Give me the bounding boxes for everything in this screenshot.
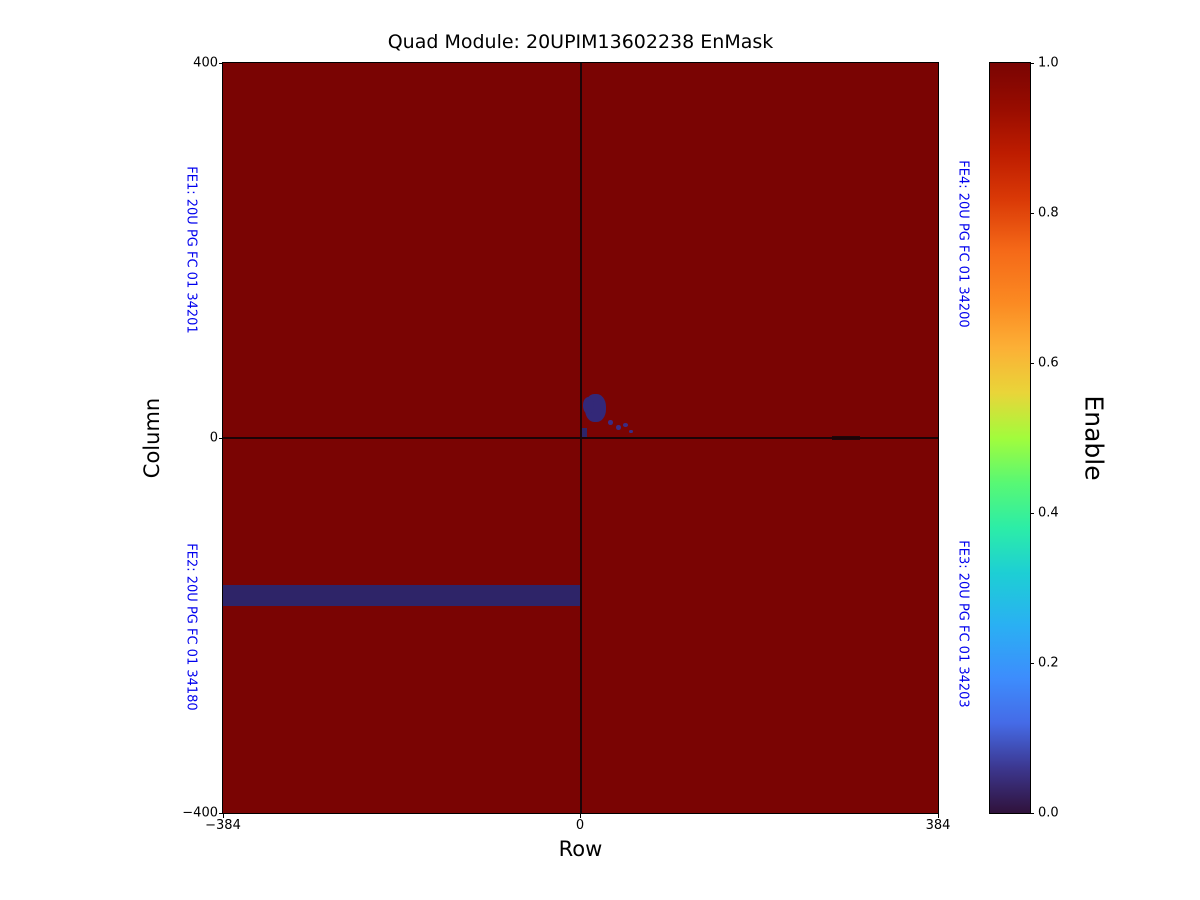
x-tick-mark [580, 814, 581, 818]
fe4-disabled-blob-lobe [583, 396, 595, 414]
plot-area [222, 62, 939, 814]
fe4-disabled-blob-main [585, 393, 606, 423]
x-tick-label: −384 [205, 818, 241, 833]
fe4-speckle [628, 429, 633, 434]
colorbar-tick-label: 0.0 [1038, 805, 1059, 821]
fe4-speckle [623, 423, 628, 427]
x-tick-label: 0 [575, 818, 585, 833]
fe4-label: FE4: 20U PG FC 01 34200 [955, 160, 971, 328]
fe4-speckle [608, 420, 614, 425]
y-tick-mark [219, 438, 223, 439]
colorbar-tick-mark [1030, 513, 1034, 514]
colorbar-tick-mark [1030, 213, 1034, 214]
colorbar-tick-label: 0.6 [1038, 355, 1059, 371]
y-tick-mark [219, 813, 223, 814]
x-tick-mark [223, 814, 224, 818]
colorbar-gradient [989, 62, 1031, 814]
colorbar-tick-mark [1030, 813, 1034, 814]
colorbar-tick-mark [1030, 63, 1034, 64]
origin-corner-block [580, 427, 588, 438]
colorbar-tick-label: 1.0 [1038, 55, 1059, 71]
y-tick-mark [219, 63, 223, 64]
fe4-speckle [615, 424, 621, 430]
x-tick-label: 384 [925, 818, 951, 833]
y-tick-label: 0 [209, 430, 218, 446]
colorbar-tick-label: 0.8 [1038, 205, 1059, 221]
fe2-disabled-row-band [223, 585, 581, 606]
x-axis-label: Row [558, 837, 603, 861]
colorbar-tick-label: 0.2 [1038, 655, 1059, 671]
y-tick-label: 400 [193, 55, 218, 71]
fe2-label: FE2: 20U PG FC 01 34180 [183, 543, 199, 711]
x-tick-mark [938, 814, 939, 818]
gap-dark-segment [831, 436, 860, 440]
colorbar-tick-mark [1030, 663, 1034, 664]
chip-gap-line [223, 437, 938, 439]
chip-gap-line [579, 63, 582, 813]
fe1-label: FE1: 20U PG FC 01 34201 [183, 166, 199, 334]
fe3-label: FE3: 20U PG FC 01 34203 [955, 540, 971, 708]
y-tick-label: −400 [182, 805, 218, 821]
chart-title: Quad Module: 20UPIM13602238 EnMask [387, 31, 774, 53]
y-axis-label: Column [140, 397, 164, 479]
colorbar-tick-label: 0.4 [1038, 505, 1059, 521]
colorbar-tick-mark [1030, 363, 1034, 364]
colorbar-label: Enable [1079, 395, 1109, 481]
